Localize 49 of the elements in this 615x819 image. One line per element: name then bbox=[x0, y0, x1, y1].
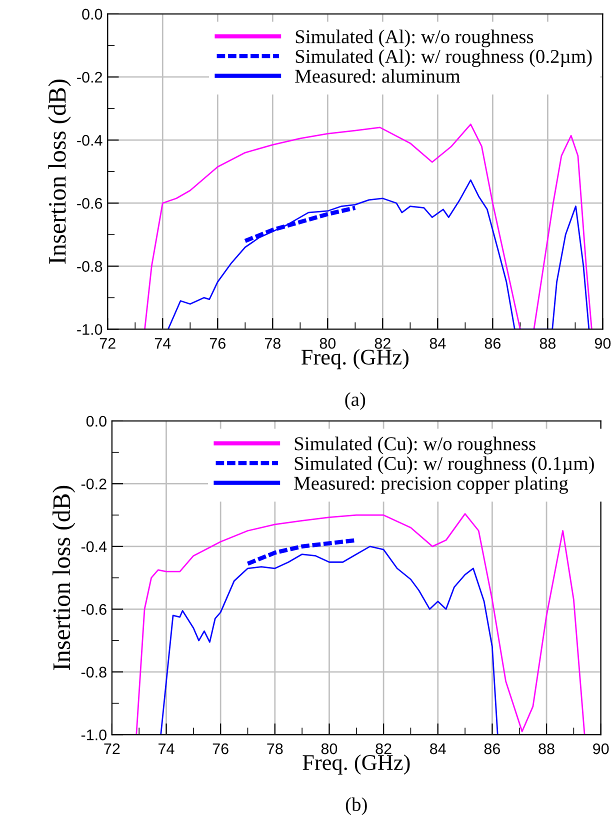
legend-label: Simulated (Cu): w/ roughness (0.1µm) bbox=[294, 456, 594, 474]
x-tick-label: 90 bbox=[594, 338, 611, 349]
x-tick-label: 86 bbox=[484, 743, 500, 754]
x-tick-label: 88 bbox=[540, 338, 556, 349]
y-tick-label: -0.4 bbox=[81, 541, 107, 552]
line-series bbox=[243, 206, 358, 244]
line-series bbox=[136, 513, 586, 735]
y-tick-label: 0.0 bbox=[82, 8, 102, 20]
y-tick-label: -0.6 bbox=[77, 198, 102, 209]
y-tick-label: -0.2 bbox=[81, 478, 106, 490]
line-series bbox=[144, 124, 592, 330]
x-tick-label: 84 bbox=[430, 338, 446, 349]
x-tick-label: 72 bbox=[104, 743, 120, 754]
legend-label: Simulated (Cu): w/o roughness bbox=[294, 436, 536, 454]
x-tick-label: 82 bbox=[374, 338, 390, 349]
y-axis-title: Insertion loss (dB) bbox=[52, 486, 76, 670]
y-tick-label: -0.8 bbox=[81, 666, 106, 678]
x-tick-label: 74 bbox=[154, 338, 171, 349]
x-tick-label: 76 bbox=[210, 338, 226, 349]
y-axis-title: Insertion loss (dB) bbox=[48, 80, 71, 264]
y-tick-label: -0.8 bbox=[77, 261, 102, 272]
x-tick-label: 86 bbox=[484, 338, 501, 349]
text: (b) bbox=[346, 797, 367, 816]
y-tick-label: -1.0 bbox=[77, 324, 102, 335]
text: (a) bbox=[345, 392, 366, 410]
y-tick-label: -1.0 bbox=[81, 730, 106, 740]
legend-label: Measured: aluminum bbox=[295, 69, 460, 83]
x-tick-label: 78 bbox=[267, 743, 283, 754]
x-tick-label: 80 bbox=[320, 338, 336, 349]
x-tick-label: 82 bbox=[376, 743, 392, 754]
x-tick-label: 72 bbox=[100, 338, 116, 349]
legend-label: Measured: precision copper plating bbox=[294, 476, 568, 494]
y-tick-label: -0.2 bbox=[77, 72, 102, 83]
x-tick-label: 74 bbox=[158, 744, 174, 754]
legend-label: Simulated (Al): w/o roughness bbox=[296, 30, 534, 48]
x-tick-label: 80 bbox=[321, 743, 338, 754]
x-tick-label: 88 bbox=[538, 743, 554, 754]
x-tick-label: 76 bbox=[212, 743, 228, 754]
x-axis-title: Freq. (GHz) bbox=[302, 754, 410, 775]
y-tick-label: -0.6 bbox=[81, 604, 106, 615]
x-tick-label: 78 bbox=[264, 338, 280, 349]
legend-label: Simulated (Al): w/ roughness (0.2µm) bbox=[296, 49, 592, 68]
x-tick-label: 84 bbox=[430, 743, 446, 754]
line-series bbox=[167, 179, 590, 330]
x-tick-label: 90 bbox=[593, 743, 609, 754]
x-axis-title: Freq. (GHz) bbox=[302, 349, 408, 370]
y-tick-label: 0.0 bbox=[86, 416, 106, 427]
y-tick-label: -0.4 bbox=[77, 134, 102, 146]
line-series bbox=[160, 546, 498, 735]
